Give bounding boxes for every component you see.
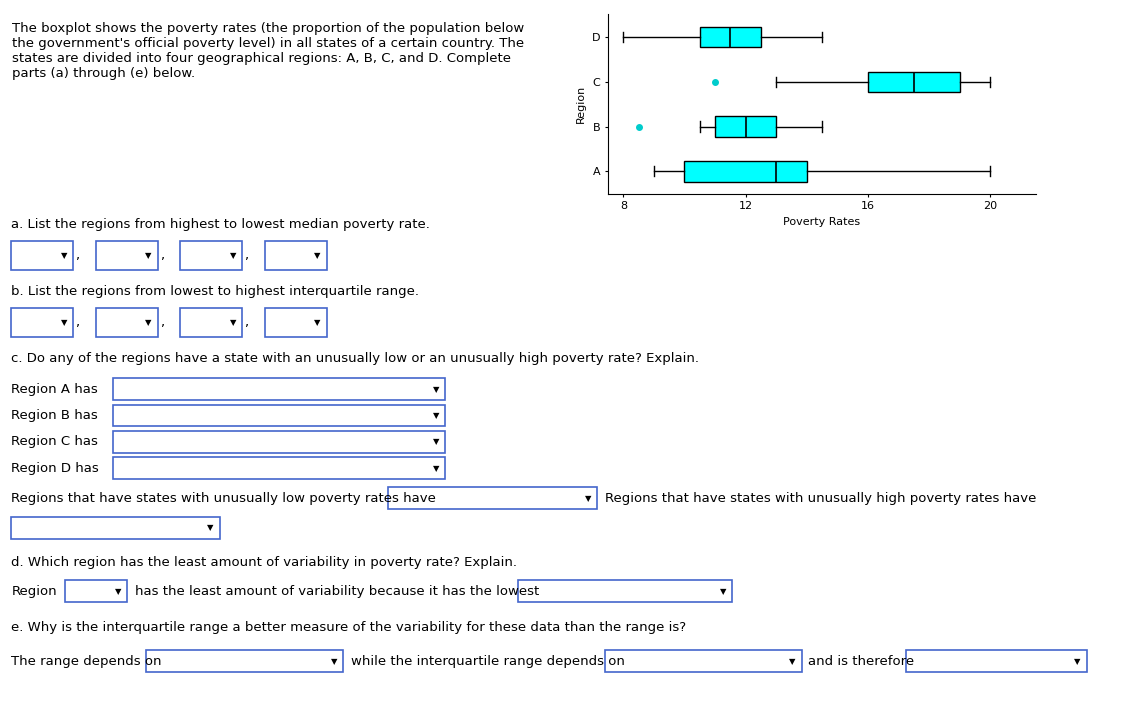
- FancyBboxPatch shape: [605, 651, 802, 672]
- Text: c. Do any of the regions have a state with an unusually low or an unusually high: c. Do any of the regions have a state wi…: [11, 353, 699, 365]
- FancyBboxPatch shape: [388, 488, 597, 509]
- Text: has the least amount of variability because it has the lowest: has the least amount of variability beca…: [135, 585, 539, 598]
- PathPatch shape: [715, 116, 776, 136]
- FancyBboxPatch shape: [180, 308, 242, 337]
- Text: while the interquartile range depends on: while the interquartile range depends on: [351, 655, 625, 668]
- Text: ▼: ▼: [789, 657, 796, 666]
- Text: Region B has: Region B has: [11, 409, 98, 422]
- PathPatch shape: [685, 162, 806, 182]
- Text: ,: ,: [244, 249, 249, 262]
- FancyBboxPatch shape: [11, 308, 73, 337]
- Text: Region A has: Region A has: [11, 383, 98, 396]
- Text: ▼: ▼: [720, 587, 726, 596]
- Text: ,: ,: [75, 316, 80, 329]
- Text: Region: Region: [11, 585, 57, 598]
- FancyBboxPatch shape: [146, 651, 343, 672]
- Text: ▼: ▼: [331, 657, 338, 666]
- FancyBboxPatch shape: [906, 651, 1087, 672]
- Text: ▼: ▼: [314, 251, 321, 260]
- PathPatch shape: [868, 72, 959, 92]
- Text: d. Which region has the least amount of variability in poverty rate? Explain.: d. Which region has the least amount of …: [11, 556, 517, 569]
- Text: and is therefore: and is therefore: [808, 655, 914, 668]
- FancyBboxPatch shape: [96, 308, 158, 337]
- Text: Regions that have states with unusually high poverty rates have: Regions that have states with unusually …: [605, 492, 1036, 505]
- Text: ▼: ▼: [145, 318, 152, 327]
- FancyBboxPatch shape: [113, 378, 445, 400]
- FancyBboxPatch shape: [518, 580, 732, 602]
- FancyBboxPatch shape: [11, 517, 220, 538]
- FancyBboxPatch shape: [113, 431, 445, 453]
- FancyBboxPatch shape: [11, 241, 73, 269]
- FancyBboxPatch shape: [65, 580, 127, 602]
- Text: a. List the regions from highest to lowest median poverty rate.: a. List the regions from highest to lowe…: [11, 218, 430, 230]
- Text: ▼: ▼: [584, 494, 591, 503]
- Text: ,: ,: [160, 316, 164, 329]
- FancyBboxPatch shape: [113, 457, 445, 479]
- Text: ▼: ▼: [207, 523, 214, 532]
- FancyBboxPatch shape: [180, 241, 242, 269]
- Text: ▼: ▼: [230, 251, 236, 260]
- Text: ,: ,: [244, 316, 249, 329]
- Text: ▼: ▼: [432, 411, 439, 420]
- Text: ▼: ▼: [432, 385, 439, 393]
- Text: ▼: ▼: [432, 437, 439, 447]
- Text: Regions that have states with unusually low poverty rates have: Regions that have states with unusually …: [11, 492, 436, 505]
- Text: ▼: ▼: [230, 318, 236, 327]
- Text: Region C has: Region C has: [11, 435, 98, 449]
- Text: The range depends on: The range depends on: [11, 655, 162, 668]
- Text: ▼: ▼: [61, 318, 68, 327]
- X-axis label: Poverty Rates: Poverty Rates: [784, 217, 860, 227]
- Text: ▼: ▼: [432, 464, 439, 473]
- Text: ,: ,: [160, 249, 164, 262]
- Text: The boxplot shows the poverty rates (the proportion of the population below
the : The boxplot shows the poverty rates (the…: [11, 22, 524, 80]
- Text: ▼: ▼: [314, 318, 321, 327]
- PathPatch shape: [699, 27, 761, 47]
- Text: ▼: ▼: [115, 587, 122, 596]
- Text: b. List the regions from lowest to highest interquartile range.: b. List the regions from lowest to highe…: [11, 285, 419, 298]
- FancyBboxPatch shape: [96, 241, 158, 269]
- Y-axis label: Region: Region: [577, 85, 587, 123]
- Text: ▼: ▼: [61, 251, 68, 260]
- FancyBboxPatch shape: [265, 308, 327, 337]
- Text: Region D has: Region D has: [11, 462, 99, 475]
- Text: ▼: ▼: [1074, 657, 1081, 666]
- Text: ,: ,: [75, 249, 80, 262]
- Text: e. Why is the interquartile range a better measure of the variability for these : e. Why is the interquartile range a bett…: [11, 621, 687, 634]
- FancyBboxPatch shape: [265, 241, 327, 269]
- Text: ▼: ▼: [145, 251, 152, 260]
- FancyBboxPatch shape: [113, 405, 445, 426]
